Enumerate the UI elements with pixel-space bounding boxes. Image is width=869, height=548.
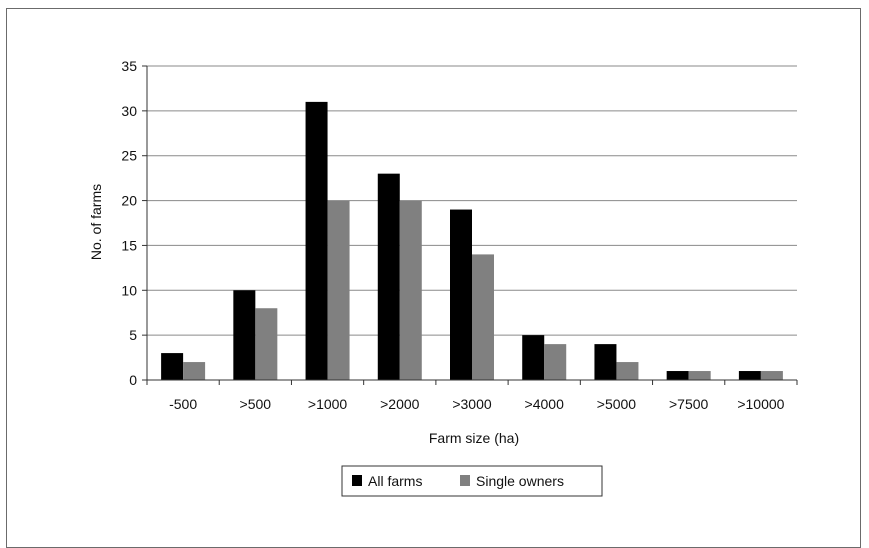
y-tick-label: 25 bbox=[121, 148, 137, 164]
y-axis-title: No. of farms bbox=[88, 184, 104, 260]
bar-chart: 0 5 10 15 20 25 30 35 -500 >500 >1000 >2000 >3000 >40… bbox=[88, 58, 798, 497]
y-tick-label: 30 bbox=[121, 103, 137, 119]
bar-all-farms-6 bbox=[594, 344, 617, 380]
y-tick-label: 5 bbox=[129, 327, 137, 343]
bar-all-farms-2 bbox=[305, 101, 328, 380]
y-tick-label: 0 bbox=[129, 372, 137, 388]
x-tick-label: >4000 bbox=[525, 396, 565, 412]
bar-single-owners-6 bbox=[616, 362, 639, 380]
bar-all-farms-8 bbox=[738, 371, 761, 380]
bar-all-farms-7 bbox=[666, 371, 689, 380]
x-tick-label: >7500 bbox=[669, 396, 709, 412]
bar-all-farms-1 bbox=[233, 290, 256, 380]
legend-box bbox=[341, 465, 603, 497]
legend-label-all-farms: All farms bbox=[368, 473, 422, 489]
bar-all-farms-4 bbox=[450, 209, 472, 380]
x-tick-label: >10000 bbox=[737, 396, 784, 412]
x-tick-label: >5000 bbox=[597, 396, 637, 412]
bar-single-owners-5 bbox=[544, 344, 567, 380]
bar-all-farms-5 bbox=[522, 335, 545, 380]
bar-single-owners-8 bbox=[760, 371, 783, 380]
x-tick-label: >1000 bbox=[308, 396, 348, 412]
legend-swatch-all-farms bbox=[352, 475, 362, 486]
bar-single-owners-3 bbox=[399, 200, 422, 380]
bar-single-owners-7 bbox=[688, 371, 711, 380]
y-tick-label: 35 bbox=[121, 58, 137, 74]
bar-single-owners-2 bbox=[327, 200, 350, 380]
legend-swatch-single-owners bbox=[460, 475, 470, 486]
bar-single-owners-0 bbox=[183, 362, 206, 380]
x-tick-label: -500 bbox=[169, 396, 197, 412]
y-tick-label: 20 bbox=[121, 193, 137, 209]
bar-all-farms-3 bbox=[377, 173, 400, 380]
y-tick-label: 10 bbox=[121, 282, 137, 298]
x-tick-label: >2000 bbox=[380, 396, 420, 412]
legend-label-single-owners: Single owners bbox=[476, 473, 564, 489]
x-tick-label: >500 bbox=[240, 396, 272, 412]
bar-single-owners-4 bbox=[472, 254, 494, 380]
figure-frame bbox=[6, 8, 861, 548]
x-axis-title: Farm size (ha) bbox=[429, 430, 519, 446]
bar-all-farms-0 bbox=[161, 353, 184, 380]
y-tick-label: 15 bbox=[121, 237, 137, 253]
x-tick-label: >3000 bbox=[452, 396, 492, 412]
bar-single-owners-1 bbox=[255, 308, 278, 380]
